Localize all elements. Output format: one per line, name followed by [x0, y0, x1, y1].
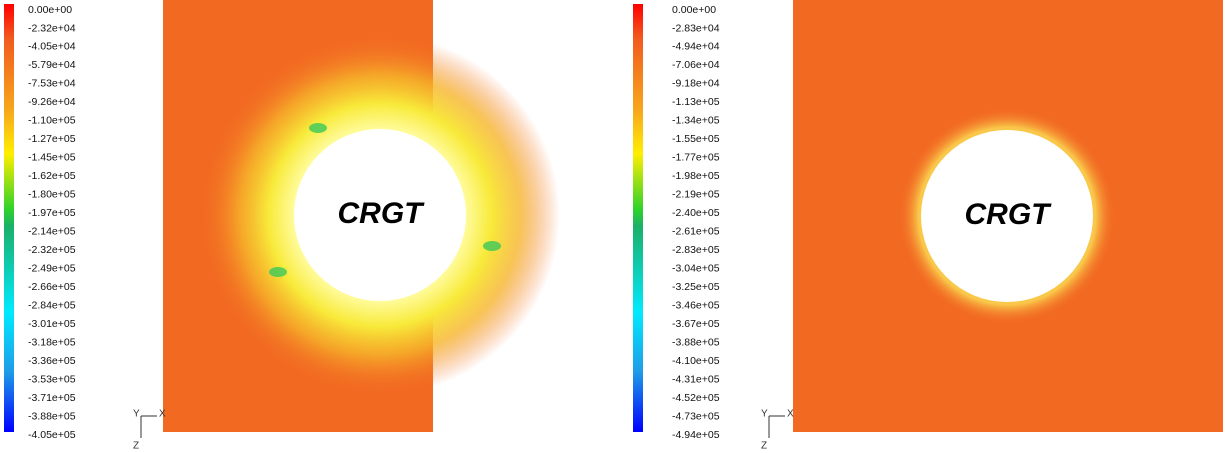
- colorbar-label: -3.67e+05: [672, 318, 720, 330]
- colorbar-label: -3.88e+05: [672, 336, 720, 348]
- colorbar-label: -2.49e+05: [28, 262, 76, 274]
- colorbar-label: -2.61e+05: [672, 226, 720, 238]
- triad-label: Z: [761, 441, 767, 452]
- colorbar-label: -3.46e+05: [672, 299, 720, 311]
- triad-label: X: [159, 409, 166, 420]
- colorbar-label: -2.83e+04: [672, 22, 720, 34]
- panel: 0.00e+00 -2.32e+04 -4.05e+04 -5.79e+04 -7.53…: [4, 0, 560, 452]
- colorbar-label: -4.94e+05: [672, 429, 720, 441]
- colorbar-label: -1.98e+05: [672, 170, 720, 182]
- panel: 0.00e+00 -2.83e+04 -4.94e+04 -7.06e+04 -9.18…: [633, 0, 1223, 452]
- colorbar: [633, 4, 643, 432]
- colorbar-label: -9.18e+04: [672, 78, 720, 90]
- triad-label: X: [787, 409, 794, 420]
- colorbar-label: -9.26e+04: [28, 96, 76, 108]
- colorbar-label: -1.10e+05: [28, 115, 76, 127]
- triad-label: Z: [133, 441, 139, 452]
- high-stress-spot: [269, 267, 287, 277]
- colorbar-label: -1.55e+05: [672, 133, 720, 145]
- colorbar-label: -5.79e+04: [28, 59, 76, 71]
- colorbar-label: -4.31e+05: [672, 373, 720, 385]
- colorbar-label: -3.71e+05: [28, 392, 76, 404]
- colorbar-label: -4.73e+05: [672, 410, 720, 422]
- colorbar-label: -2.19e+05: [672, 189, 720, 201]
- center-label: CRGT: [965, 198, 1053, 231]
- colorbar-label: -3.53e+05: [28, 373, 76, 385]
- colorbar-label: -4.10e+05: [672, 355, 720, 367]
- colorbar-label: 0.00e+00: [672, 4, 716, 16]
- center-label: CRGT: [338, 197, 426, 230]
- colorbar-label: -3.36e+05: [28, 355, 76, 367]
- colorbar-label: -3.88e+05: [28, 410, 76, 422]
- colorbar-label: -2.32e+04: [28, 22, 76, 34]
- colorbar-label: -4.52e+05: [672, 392, 720, 404]
- triad-label: Y: [761, 409, 768, 420]
- colorbar-label: -1.45e+05: [28, 152, 76, 164]
- high-stress-spot: [309, 123, 327, 133]
- colorbar-label: -1.27e+05: [28, 133, 76, 145]
- colorbar-label: -1.80e+05: [28, 189, 76, 201]
- colorbar-label: -1.13e+05: [672, 96, 720, 108]
- colorbar-label: -3.25e+05: [672, 281, 720, 293]
- figure: 0.00e+00 -2.32e+04 -4.05e+04 -5.79e+04 -7.53…: [0, 0, 1225, 453]
- colorbar-label: -1.62e+05: [28, 170, 76, 182]
- colorbar-label: -2.40e+05: [672, 207, 720, 219]
- colorbar-label: -7.06e+04: [672, 59, 720, 71]
- colorbar-label: 0.00e+00: [28, 4, 72, 16]
- colorbar-label: -4.94e+04: [672, 41, 720, 53]
- colorbar-label: -2.32e+05: [28, 244, 76, 256]
- colorbar-label: -2.83e+05: [672, 244, 720, 256]
- colorbar-label: -2.84e+05: [28, 299, 76, 311]
- triad-label: Y: [133, 409, 140, 420]
- colorbar-label: -7.53e+04: [28, 78, 76, 90]
- colorbar-label: -4.05e+05: [28, 429, 76, 441]
- colorbar-label: -1.34e+05: [672, 115, 720, 127]
- colorbar-label: -1.97e+05: [28, 207, 76, 219]
- colorbar-label: -4.05e+04: [28, 41, 76, 53]
- high-stress-spot: [483, 241, 501, 251]
- colorbar-label: -3.04e+05: [672, 262, 720, 274]
- page: {"panels": [ {"colorbar": {"labels": ["0…: [0, 0, 1225, 453]
- colorbar-label: -3.01e+05: [28, 318, 76, 330]
- colorbar-label: -2.14e+05: [28, 226, 76, 238]
- colorbar-label: -3.18e+05: [28, 336, 76, 348]
- colorbar: [4, 4, 14, 432]
- colorbar-label: -1.77e+05: [672, 152, 720, 164]
- colorbar-label: -2.66e+05: [28, 281, 76, 293]
